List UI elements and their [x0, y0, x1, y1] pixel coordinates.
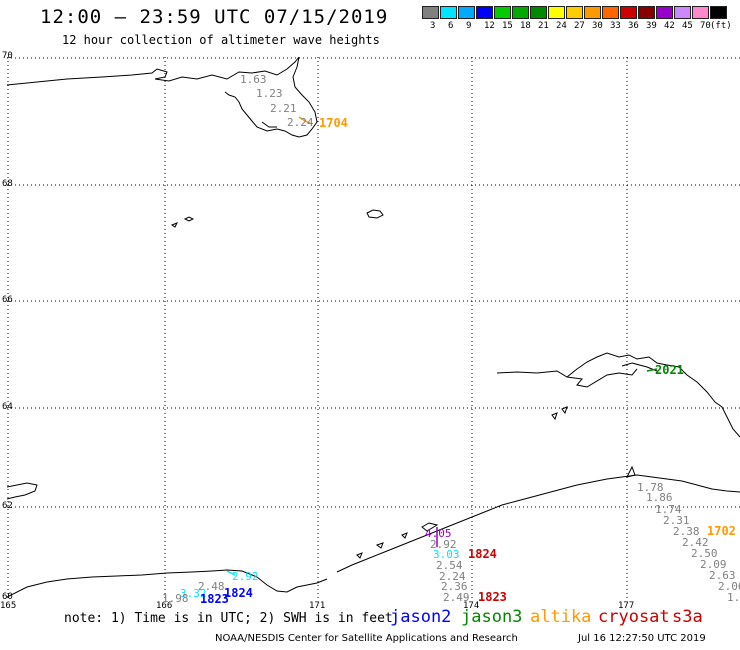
pass-time: 1823 — [478, 590, 507, 604]
swh-value: 2.92 — [232, 570, 259, 583]
satellite-legend-s3a: s3a — [672, 607, 703, 627]
legend-label: 33 — [610, 21, 621, 31]
color-legend — [422, 6, 728, 19]
credit-line: NOAA/NESDIS Center for Satellite Applica… — [215, 633, 518, 644]
swh-value: 1.78 — [637, 481, 664, 494]
satellite-legend-jason2: jason2 — [390, 607, 452, 627]
legend-label: (ft) — [710, 21, 732, 31]
legend-swatch — [548, 6, 565, 19]
graticule — [7, 57, 740, 601]
legend-swatch — [692, 6, 709, 19]
swh-value: 3.32 — [180, 587, 207, 600]
swh-value: 2.48 — [198, 580, 225, 593]
swh-value: 3.03 — [433, 548, 460, 561]
swh-value: 1.9 — [727, 591, 740, 604]
legend-swatch — [476, 6, 493, 19]
swh-value: 1.86 — [646, 491, 673, 504]
map-subtitle: 12 hour collection of altimeter wave hei… — [62, 33, 380, 47]
swh-value: 2.21 — [270, 102, 297, 115]
swh-value: 2.54 — [436, 559, 463, 572]
satellite-legend-altika: altika — [530, 607, 592, 627]
legend-label: 45 — [682, 21, 693, 31]
map-area — [7, 57, 740, 601]
lat-label: 64 — [2, 402, 13, 412]
swh-value: 2.06 — [718, 580, 740, 593]
swh-value: 2.31 — [663, 514, 690, 527]
legend-swatch — [440, 6, 457, 19]
coastline — [7, 57, 740, 598]
legend-swatch — [566, 6, 583, 19]
lat-label: 62 — [2, 501, 13, 511]
swh-value: 2.36 — [441, 580, 468, 593]
lat-label: 60 — [2, 592, 13, 602]
pass-time: 1824 — [224, 586, 253, 600]
legend-label: 27 — [574, 21, 585, 31]
legend-label: 12 — [484, 21, 495, 31]
satellite-legend-cryosat: cryosat — [598, 607, 670, 627]
swh-value: 1.23 — [256, 87, 283, 100]
pass-time: 1704 — [319, 116, 348, 130]
legend-label: 24 — [556, 21, 567, 31]
legend-swatch — [674, 6, 691, 19]
lon-label: 165 — [0, 601, 17, 611]
lon-label: 166 — [156, 601, 173, 611]
swh-value: 2.09 — [700, 558, 727, 571]
pass-time: 1702 — [707, 524, 736, 538]
legend-label: 70 — [700, 21, 711, 31]
map-title: 12:00 – 23:59 UTC 07/15/2019 — [40, 6, 389, 28]
legend-label: 6 — [448, 21, 454, 31]
legend-swatch — [584, 6, 601, 19]
legend-swatch — [602, 6, 619, 19]
legend-label: 39 — [646, 21, 657, 31]
pass-time: 1824 — [468, 547, 497, 561]
legend-swatch — [512, 6, 529, 19]
legend-swatch — [620, 6, 637, 19]
legend-label: 42 — [664, 21, 675, 31]
swh-value: 2.24 — [287, 116, 314, 129]
legend-swatch — [530, 6, 547, 19]
swh-value: 1.63 — [240, 73, 267, 86]
legend-swatch — [494, 6, 511, 19]
pass-time: 1823 — [200, 592, 229, 606]
legend-label: 30 — [592, 21, 603, 31]
generated-timestamp: Jul 16 12:27:50 UTC 2019 — [578, 633, 706, 644]
swh-value: 2.42 — [682, 536, 709, 549]
lon-label: 171 — [309, 601, 326, 611]
satellite-tracks — [226, 116, 658, 576]
swh-value: 2.92 — [430, 538, 457, 551]
legend-label: 18 — [520, 21, 531, 31]
legend-label: 36 — [628, 21, 639, 31]
swh-value: 2.38 — [673, 525, 700, 538]
lat-label: 68 — [2, 179, 13, 189]
lon-label: 177 — [618, 601, 635, 611]
legend-swatch — [422, 6, 439, 19]
legend-label: 9 — [466, 21, 472, 31]
legend-label: 21 — [538, 21, 549, 31]
swh-value: 2.49 — [443, 591, 470, 604]
legend-label: 3 — [430, 21, 436, 31]
units-note: note: 1) Time is in UTC; 2) SWH is in fe… — [64, 611, 393, 626]
swh-value: 4.05 — [425, 527, 452, 540]
pass-time: 2021 — [655, 363, 684, 377]
legend-label: 15 — [502, 21, 513, 31]
lat-label: 70 — [2, 51, 13, 61]
legend-swatch — [656, 6, 673, 19]
swh-value: 2.50 — [691, 547, 718, 560]
swh-value: 2.24 — [439, 570, 466, 583]
map-canvas — [7, 57, 740, 601]
swh-value: 1.74 — [655, 503, 682, 516]
legend-swatch — [638, 6, 655, 19]
lat-label: 66 — [2, 295, 13, 305]
satellite-legend-jason3: jason3 — [461, 607, 523, 627]
lon-label: 174 — [463, 601, 480, 611]
swh-value: 2.63 — [709, 569, 736, 582]
legend-swatch — [710, 6, 727, 19]
legend-swatch — [458, 6, 475, 19]
swh-value: 1.98 — [162, 592, 189, 605]
